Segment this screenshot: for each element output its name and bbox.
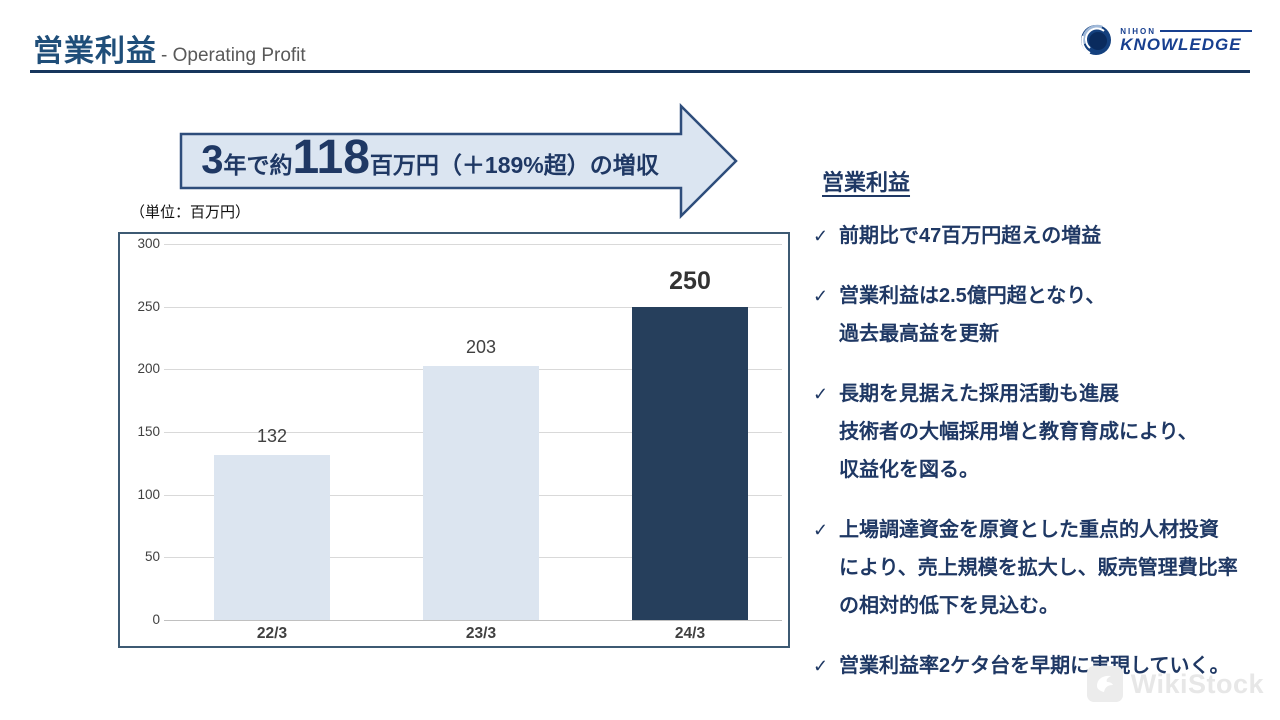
x-axis-label: 22/3 — [256, 625, 288, 642]
check-icon: ✓ — [813, 286, 829, 306]
bullet-line: の相対的低下を見込む。 — [839, 595, 1059, 617]
banner-suffix: 百万円（＋189%超）の増収 — [369, 152, 659, 178]
commentary-panel: 営業利益 ✓ 前期比で47百万円超えの増益 ✓ 営業利益は2.5億円超となり、 過去最高… — [813, 165, 1268, 707]
banner-number: 118 — [292, 131, 370, 184]
banner-prefix-large: 3 — [201, 138, 224, 182]
bullet-line: により、売上規模を拡大し、販売管理費比率 — [839, 557, 1238, 579]
gridline — [164, 244, 782, 245]
bullet-line: 営業利益率2ケタ台を早期に実現していく。 — [839, 655, 1230, 677]
bar-22-3 — [214, 454, 330, 620]
watermark: WikiStock — [1086, 666, 1264, 702]
bar-value-label: 250 — [669, 266, 711, 295]
logo-knowledge-label: KNOWLEDGE — [1120, 34, 1242, 54]
logo-text: NIHON KNOWLEDGE — [1120, 27, 1252, 54]
bar-value-label: 132 — [256, 425, 288, 446]
page-title-en: - Operating Profit — [161, 45, 306, 66]
banner-prefix-small: 年で約 — [223, 152, 293, 178]
bullet-item: ✓ 営業利益は2.5億円超となり、 過去最高益を更新 — [813, 277, 1268, 353]
bullet-list: ✓ 前期比で47百万円超えの増益 ✓ 営業利益は2.5億円超となり、 過去最高益を更新 ✓… — [813, 217, 1268, 685]
y-axis-tick-label: 0 — [152, 612, 160, 627]
bar-24-3 — [632, 306, 748, 620]
bullet-line: 長期を見据えた採用活動も進展 — [839, 383, 1119, 405]
bullet-item: ✓ 上場調達資金を原資とした重点的人材投資 により、売上規模を拡大し、販売管理費比率… — [813, 511, 1268, 625]
y-axis-tick-label: 200 — [137, 361, 160, 377]
check-icon: ✓ — [813, 384, 829, 404]
bullet-line: 営業利益は2.5億円超となり、 — [839, 285, 1106, 307]
logo-rule — [1160, 30, 1252, 32]
gridline — [164, 620, 782, 621]
y-axis-tick-label: 150 — [137, 424, 160, 439]
bullet-item: ✓ 営業利益率2ケタ台を早期に実現していく。 — [813, 647, 1268, 685]
bar-23-3 — [423, 365, 539, 620]
arrow-banner-text: 3年で約118百万円（＋189%超）の増収 — [180, 132, 680, 187]
bullet-line: 上場調達資金を原資とした重点的人材投資 — [839, 519, 1219, 541]
company-logo: NIHON KNOWLEDGE — [1078, 22, 1252, 58]
bar-value-label: 203 — [465, 336, 497, 357]
bullet-item: ✓ 前期比で47百万円超えの増益 — [813, 217, 1268, 255]
bullet-item: ✓ 長期を見据えた採用活動も進展技術者の大幅採用増と教育育成により、 収益化を図る。 — [813, 375, 1268, 489]
watermark-text: WikiStock — [1130, 668, 1264, 699]
bar-chart: 300 250 200 150 100 50 0 132 22/3 203 23/3 250 24/3 — [118, 232, 790, 648]
globe-icon — [1081, 24, 1112, 55]
chart-unit-label: （単位：百万円） — [130, 204, 251, 221]
gridline — [164, 306, 782, 308]
check-icon: ✓ — [813, 520, 829, 540]
bullet-line: 技術者の大幅採用増と教育育成により、 — [839, 421, 1198, 443]
logo-nihon-label: NIHON — [1120, 26, 1156, 36]
x-axis-label: 24/3 — [674, 625, 706, 642]
panel-heading: 営業利益 — [822, 170, 911, 195]
arrow-banner-shape — [179, 103, 738, 219]
y-axis-tick-label: 100 — [137, 486, 160, 502]
page-title: 営業利益 - Operating Profit — [33, 26, 306, 70]
bullet-line: 前期比で47百万円超えの増益 — [839, 225, 1102, 247]
y-axis-tick-label: 300 — [137, 236, 160, 251]
x-axis-label: 23/3 — [465, 625, 497, 642]
page-title-jp: 営業利益 — [33, 35, 157, 68]
check-icon: ✓ — [813, 656, 829, 676]
header-divider — [30, 70, 1250, 73]
bullet-line: 過去最高益を更新 — [839, 323, 999, 345]
y-axis-tick-label: 50 — [144, 549, 160, 565]
bullet-line: 収益化を図る。 — [839, 459, 979, 481]
check-icon: ✓ — [813, 226, 829, 246]
y-axis-tick-label: 250 — [137, 298, 160, 314]
watermark-bird-icon — [1086, 666, 1123, 702]
